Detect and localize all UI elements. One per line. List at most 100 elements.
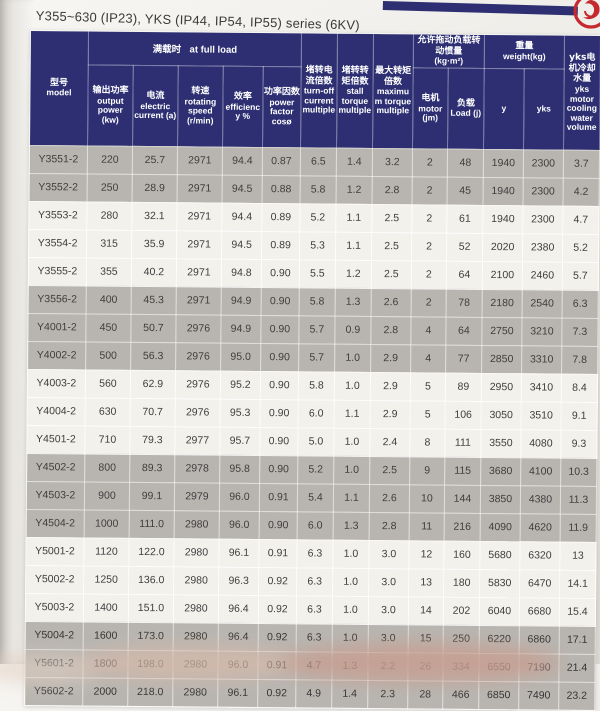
cell-value: 4100 <box>520 457 561 486</box>
cell-value: 1.1 <box>333 483 370 513</box>
cell-value: 2300 <box>522 205 564 234</box>
cell-value: 2020 <box>482 233 523 262</box>
cell-value: 5.7 <box>298 343 335 372</box>
cell-value: 2979 <box>174 482 220 511</box>
cell-value: 0.91 <box>259 483 298 512</box>
cell-value: 79.3 <box>129 426 176 455</box>
cell-value: 0.89 <box>261 203 300 232</box>
cell-value: 6470 <box>519 569 560 598</box>
cell-value: 2000 <box>82 677 128 707</box>
cell-value: 21.4 <box>558 653 596 683</box>
cell-value: 5.2 <box>297 455 334 484</box>
cell-value: 94.8 <box>221 258 262 288</box>
cell-value: 2.3 <box>367 680 408 709</box>
cell-value: 13 <box>559 541 597 571</box>
cell-value: 0.89 <box>261 231 300 260</box>
cell-value: 6.3 <box>296 595 333 624</box>
cell-value: 50.7 <box>130 314 177 343</box>
cell-value: 2.5 <box>371 204 412 233</box>
cell-value: 1.0 <box>332 595 369 625</box>
cell-model: Y4001-2 <box>27 313 87 342</box>
cell-value: 5.5 <box>299 259 336 288</box>
cell-value: 2.9 <box>370 372 411 401</box>
cell-value: 2.8 <box>369 512 410 541</box>
cell-value: 2.8 <box>371 176 413 205</box>
cell-value: 4.2 <box>563 177 600 207</box>
cell-value: 62.9 <box>130 370 176 399</box>
cell-value: 56.3 <box>130 342 176 371</box>
cell-value: 2980 <box>173 566 219 595</box>
cell-value: 1940 <box>483 177 524 206</box>
cell-value: 11 <box>409 512 445 541</box>
cell-value: 466 <box>442 680 479 710</box>
cell-value: 96.0 <box>219 510 260 540</box>
cell-value: 2.5 <box>371 232 412 261</box>
cell-value: 1.1 <box>335 231 372 261</box>
cell-value: 0.90 <box>259 511 298 540</box>
cell-model: Y4501-2 <box>26 425 86 454</box>
cell-value: 2.9 <box>370 344 411 373</box>
brand-logo-icon <box>571 0 600 31</box>
cell-value: 5680 <box>479 541 521 570</box>
cell-value: 6850 <box>478 681 519 710</box>
cell-value: 99.1 <box>129 482 175 511</box>
cell-value: 6680 <box>519 597 560 626</box>
cell-value: 95.3 <box>220 398 261 428</box>
table-row: Y5602-2 2000 218.0 2980 96.1 0.92 4.9 1.4 2.3 28 4… <box>24 677 595 711</box>
cell-value: 94.4 <box>222 146 263 176</box>
cell-value: 3550 <box>480 429 522 458</box>
cell-model: Y4502-2 <box>26 453 85 482</box>
cell-value: 1.0 <box>334 343 371 373</box>
cell-value: 2 <box>412 148 448 177</box>
cell-value: 45 <box>446 176 484 206</box>
cell-value: 1.0 <box>333 455 370 485</box>
cell-value: 6.0 <box>297 511 334 540</box>
cell-value: 9.1 <box>561 401 598 431</box>
header-cooling-water: yks电机冷却水量 yks motor cooling water volume <box>563 35 600 151</box>
cell-value: 2540 <box>522 289 563 318</box>
cell-value: 6.3 <box>296 567 333 596</box>
cell-value: 6.3 <box>562 289 599 319</box>
cell-value: 1400 <box>83 593 129 623</box>
cell-model: Y3552-2 <box>29 173 88 202</box>
cell-value: 5830 <box>479 569 520 598</box>
cell-value: 89.3 <box>129 454 175 483</box>
cell-value: 15.4 <box>559 597 596 627</box>
cell-value: 4.9 <box>295 679 332 708</box>
header-current: 电流 electric current (a) <box>132 65 179 147</box>
cell-value: 95.7 <box>219 426 261 456</box>
cell-value: 111 <box>444 428 482 458</box>
cell-value: 0.88 <box>261 175 301 204</box>
cell-value: 78 <box>446 288 483 318</box>
cell-value: 2.9 <box>370 400 411 429</box>
cell-value: 2 <box>411 260 447 289</box>
header-motor-jm: 电机 motor (jm) <box>412 67 449 149</box>
cell-value: 180 <box>443 568 480 598</box>
cell-value: 1600 <box>83 621 129 651</box>
header-accent-bar <box>382 1 578 16</box>
cell-value: 5 <box>410 400 446 429</box>
cell-value: 5.3 <box>299 231 336 260</box>
cell-value: 115 <box>444 456 481 486</box>
cell-value: 94.5 <box>221 174 263 204</box>
cell-value: 9.3 <box>560 429 598 459</box>
header-output-power: 输出功率 output power (kw) <box>87 64 134 147</box>
cell-value: 96.4 <box>218 594 259 624</box>
cell-value: 1940 <box>482 205 524 234</box>
cell-value: 2460 <box>522 261 563 290</box>
cell-value: 0.90 <box>260 343 299 372</box>
cell-value: 280 <box>86 201 133 231</box>
cell-value: 0.90 <box>261 287 300 316</box>
cell-model: Y3555-2 <box>28 257 87 286</box>
cell-value: 6.5 <box>300 147 337 176</box>
cell-model: Y3551-2 <box>29 145 88 174</box>
table-body: Y3551-2 220 25.7 2971 94.4 0.87 6.5 1.4 3.2 2 48 19… <box>24 145 600 711</box>
cell-value: 710 <box>84 425 131 455</box>
cell-value: 5.4 <box>297 483 334 512</box>
cell-value: 28 <box>407 680 443 709</box>
spec-table-container: 型号 model 满载时 at full load 堵转电流倍数 turn-of… <box>24 30 600 711</box>
cell-model: Y4004-2 <box>27 397 86 426</box>
cell-value: 4080 <box>520 429 562 458</box>
cell-value: 1.4 <box>331 679 368 709</box>
cell-value: 2.5 <box>371 260 412 289</box>
